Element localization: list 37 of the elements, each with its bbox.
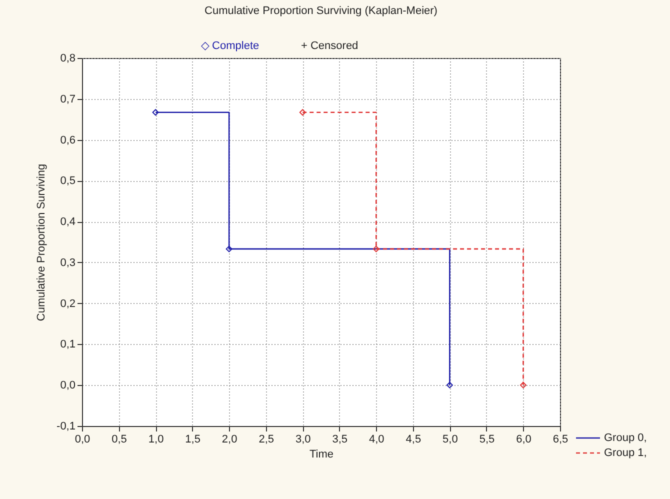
legend-label: Group 1, — [604, 447, 647, 459]
y-tick-label: 0,5 — [60, 175, 76, 188]
point — [152, 109, 159, 116]
x-tick-label: 0,0 — [74, 434, 90, 446]
x-tick-label: 6,5 — [552, 434, 568, 446]
point — [226, 246, 232, 252]
y-tick-label: 0,4 — [60, 216, 76, 228]
x-tick-label: 4,0 — [369, 434, 384, 446]
point — [299, 109, 306, 116]
y-tick-label: 0,3 — [60, 256, 76, 269]
y-tick-label: -0,1 — [56, 420, 76, 432]
legend-label: Group 0, — [604, 432, 647, 444]
text: ◇ Complete — [201, 40, 260, 52]
y-tick-label: 0,2 — [60, 298, 76, 310]
x-tick-label: 5,5 — [479, 434, 495, 446]
x-tick-label: 2,0 — [222, 434, 238, 446]
x-tick-label: 1,5 — [185, 434, 200, 446]
x-tick-label: 4,5 — [406, 434, 422, 446]
y-axis-title: Cumulative Proportion Surviving — [36, 164, 48, 322]
point — [372, 246, 380, 252]
x-tick-label: 1,0 — [148, 434, 164, 446]
x-tick-label: 0,5 — [112, 434, 127, 446]
x-tick-label: 5,0 — [442, 434, 458, 446]
x-tick-label: 2,5 — [258, 434, 274, 446]
y-tick-label: 0,6 — [60, 134, 76, 146]
x-tick-label: 3,5 — [332, 434, 348, 446]
y-tick-label: 0,0 — [60, 380, 76, 392]
point — [520, 382, 526, 388]
x-axis-title: Time — [309, 448, 334, 460]
x-tick-label: 6,0 — [516, 434, 532, 446]
y-tick-label: 0,7 — [60, 93, 76, 106]
x-tick-label: 3,0 — [295, 434, 311, 446]
y-tick-label: 0,8 — [60, 52, 76, 64]
chart-title: Cumulative Proportion Surviving (Kaplan-Meier) — [204, 5, 438, 17]
point — [446, 382, 453, 388]
text: + Censored — [301, 40, 358, 52]
y-tick-label: 0,1 — [60, 338, 76, 351]
